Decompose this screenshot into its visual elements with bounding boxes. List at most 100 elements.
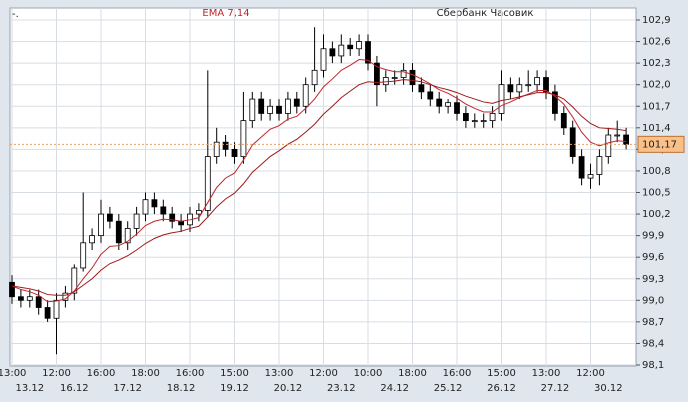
y-tick-label: 102,3: [642, 58, 671, 69]
candle-body: [489, 113, 496, 122]
candle-body: [329, 48, 336, 57]
candle-body: [569, 127, 576, 157]
candle-body: [204, 156, 211, 211]
y-tick-label: 102,9: [642, 15, 671, 26]
candle-body: [222, 141, 229, 150]
date-label: 23.12: [327, 383, 356, 394]
candle-body: [53, 299, 60, 319]
candle-body: [311, 69, 318, 86]
x-tick-label: 12:00: [309, 368, 338, 379]
candle-body: [552, 91, 558, 114]
candle-body: [276, 105, 282, 114]
candle-body: [445, 102, 452, 107]
candle-body: [454, 102, 460, 114]
candle-body: [107, 213, 113, 222]
y-tick-label: 98,1: [642, 360, 664, 371]
x-tick-label: 18:00: [398, 368, 427, 379]
candle-body: [400, 69, 407, 78]
x-tick-label: 15:00: [220, 368, 249, 379]
x-tick-label: 12:00: [42, 368, 71, 379]
candle-body: [373, 62, 380, 86]
candle-body: [365, 41, 371, 64]
y-tick-label: 100,8: [642, 166, 671, 177]
date-label: 18.12: [167, 383, 196, 394]
date-label: 30.12: [594, 383, 623, 394]
last-price-box: [637, 135, 685, 153]
date-label: 13.12: [15, 383, 44, 394]
date-label: 24.12: [380, 383, 409, 394]
candle-body: [80, 242, 87, 269]
x-tick-label: 13:00: [265, 368, 294, 379]
x-tick-label: 15:00: [487, 368, 516, 379]
candle-body: [623, 134, 629, 145]
candle-body: [9, 281, 15, 298]
candle-body: [480, 120, 487, 123]
x-tick-label: 12:00: [576, 368, 605, 379]
candle-body: [320, 48, 327, 71]
candle-body: [525, 84, 532, 87]
candle-body: [543, 77, 549, 93]
candle-body: [436, 98, 443, 107]
candle-body: [409, 69, 416, 86]
date-label: 16.12: [60, 383, 89, 394]
ema-line: [11, 79, 627, 296]
candle-body: [418, 84, 425, 93]
candle-body: [391, 77, 398, 79]
date-label: 17.12: [113, 383, 142, 394]
y-tick-label: 101,4: [642, 123, 671, 134]
candle-body: [35, 296, 42, 308]
date-label: 26.12: [487, 383, 516, 394]
candle-body: [89, 235, 95, 244]
candle-body: [293, 98, 300, 107]
date-label: 20.12: [274, 383, 303, 394]
last-price-label: 101,17: [642, 139, 677, 150]
candle-body: [240, 120, 247, 157]
candle-body: [258, 98, 265, 114]
candle-body: [178, 220, 185, 226]
y-tick-label: 102,6: [642, 37, 671, 48]
candle-body: [560, 113, 567, 129]
candle-body: [507, 84, 514, 93]
candle-body: [356, 41, 363, 50]
candle-body: [596, 156, 603, 175]
x-tick-label: 13:00: [0, 368, 26, 379]
candle-body: [249, 98, 256, 122]
candle-body: [169, 213, 176, 222]
candle-body: [267, 105, 274, 114]
y-tick-label: 102,0: [642, 80, 671, 91]
date-label: 19.12: [220, 383, 249, 394]
x-tick-label: 16:00: [87, 368, 116, 379]
y-tick-label: 98,4: [642, 338, 664, 349]
corner-text: -.: [12, 9, 19, 20]
candle-body: [614, 134, 621, 137]
candle-body: [498, 84, 505, 114]
y-tick-label: 100,2: [642, 209, 671, 220]
candle-body: [382, 77, 389, 86]
candle-body: [195, 210, 202, 215]
candle-body: [534, 77, 540, 86]
candle-body: [347, 44, 354, 50]
y-tick-label: 100,5: [642, 188, 671, 199]
candle-body: [605, 134, 612, 157]
candle-body: [44, 307, 51, 319]
date-label: 27.12: [541, 383, 570, 394]
candle-body: [133, 213, 140, 229]
candle-body: [231, 148, 238, 157]
x-tick-label: 18:00: [131, 368, 160, 379]
y-tick-label: 99,9: [642, 231, 664, 242]
y-tick-label: 99,3: [642, 274, 664, 285]
candle-body: [284, 98, 291, 114]
candle-body: [587, 174, 594, 179]
y-tick-label: 99,0: [642, 295, 664, 306]
candle-body: [302, 84, 309, 107]
candle-body: [98, 213, 104, 237]
candle-body: [26, 296, 33, 301]
y-tick-label: 98,7: [642, 317, 664, 328]
candle-body: [160, 206, 167, 215]
chart-title: EMA 7,14: [202, 8, 249, 19]
candle-body: [471, 120, 478, 123]
candle-body: [213, 141, 220, 157]
candle-body: [151, 199, 158, 208]
x-tick-label: 13:00: [532, 368, 561, 379]
